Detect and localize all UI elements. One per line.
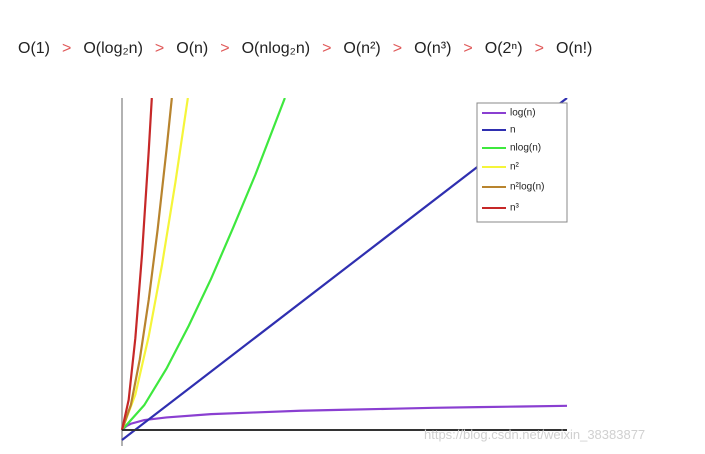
legend-box [476, 102, 568, 223]
legend-label: n³ [510, 203, 520, 214]
complexity-term: O(n²) [343, 40, 381, 57]
series-line [121, 404, 568, 431]
series-line [120, 98, 189, 431]
watermark: https://blog.csdn.net/weixin_38383877 [424, 427, 646, 442]
separator: > [534, 40, 544, 57]
legend-label: nlog(n) [510, 143, 541, 154]
series-line [121, 98, 286, 431]
separator: > [220, 40, 230, 57]
complexity-term: O(n³) [414, 40, 452, 57]
complexity-term: O(2ⁿ) [484, 40, 523, 57]
separator: > [154, 40, 165, 57]
separator: > [322, 40, 332, 57]
legend-label: log(n) [510, 108, 536, 119]
series-line [120, 98, 173, 431]
series-line [120, 98, 153, 431]
complexity-term: O(n!) [555, 40, 593, 57]
complexity-term: O(1) [18, 40, 50, 57]
legend-label: n [510, 125, 516, 136]
complexity-term: O(nlog₂n) [241, 40, 311, 57]
separator: > [392, 40, 403, 57]
complexity-order: O(1) > O(log₂n) > O(n) > O(nlog₂n) > O(n²) > O(n³)… [18, 40, 592, 58]
legend-label: n²log(n) [510, 182, 544, 193]
separator: > [463, 40, 473, 57]
complexity-term: O(n) [176, 40, 209, 57]
separator: > [62, 40, 72, 57]
complexity-term: O(log₂n) [83, 40, 143, 57]
legend-label: n² [510, 162, 520, 173]
